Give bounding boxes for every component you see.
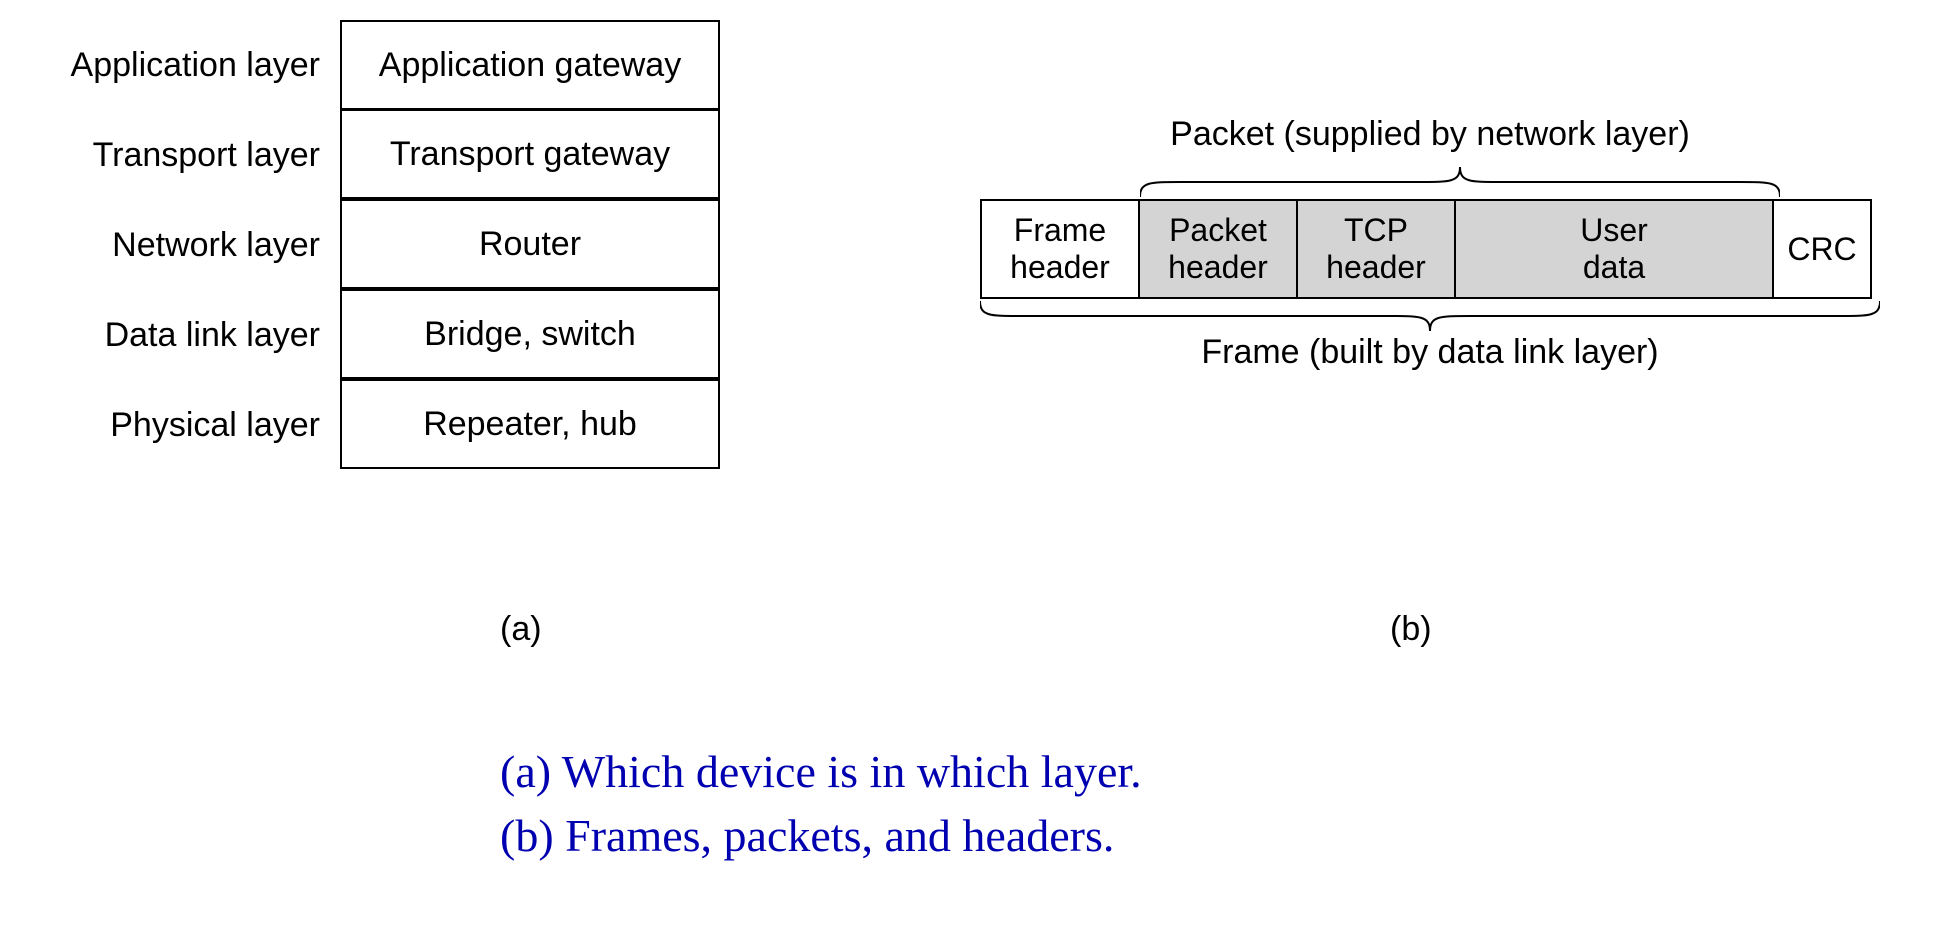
diagram-root: Application layer Application gateway Tr… bbox=[0, 0, 1955, 927]
frame-label: Frame (built by data link layer) bbox=[980, 333, 1880, 372]
layer-device-cell: Application gateway bbox=[340, 20, 720, 110]
subfigure-label-a: (a) bbox=[500, 610, 542, 649]
segment-frame-header: Frameheader bbox=[980, 199, 1140, 299]
segment-tcp-header: TCPheader bbox=[1296, 199, 1456, 299]
caption-line-a: (a) Which device is in which layer. bbox=[500, 740, 1142, 804]
layer-label: Data link layer bbox=[40, 316, 340, 355]
layer-label: Transport layer bbox=[40, 136, 340, 175]
segment-user-data: Userdata bbox=[1454, 199, 1774, 299]
table-row: Data link layer Bridge, switch bbox=[40, 290, 720, 380]
brace-top-icon bbox=[1140, 167, 1780, 197]
layer-label: Application layer bbox=[40, 46, 340, 85]
table-row: Application layer Application gateway bbox=[40, 20, 720, 110]
caption: (a) Which device is in which layer. (b) … bbox=[500, 740, 1142, 869]
layer-device-cell: Repeater, hub bbox=[340, 379, 720, 469]
frame-segments: Frameheader Packetheader TCPheader Userd… bbox=[980, 199, 1872, 299]
caption-line-b: (b) Frames, packets, and headers. bbox=[500, 804, 1142, 868]
segment-packet-header: Packetheader bbox=[1138, 199, 1298, 299]
table-row: Transport layer Transport gateway bbox=[40, 110, 720, 200]
layer-label: Network layer bbox=[40, 226, 340, 265]
layer-label: Physical layer bbox=[40, 406, 340, 445]
segment-crc: CRC bbox=[1772, 199, 1872, 299]
layer-device-cell: Transport gateway bbox=[340, 109, 720, 199]
brace-bottom-icon bbox=[980, 301, 1880, 331]
layer-device-cell: Bridge, switch bbox=[340, 289, 720, 379]
packet-label: Packet (supplied by network layer) bbox=[980, 115, 1880, 154]
layer-device-cell: Router bbox=[340, 199, 720, 289]
layer-table: Application layer Application gateway Tr… bbox=[40, 20, 720, 470]
table-row: Physical layer Repeater, hub bbox=[40, 380, 720, 470]
table-row: Network layer Router bbox=[40, 200, 720, 290]
subfigure-label-b: (b) bbox=[1390, 610, 1432, 649]
